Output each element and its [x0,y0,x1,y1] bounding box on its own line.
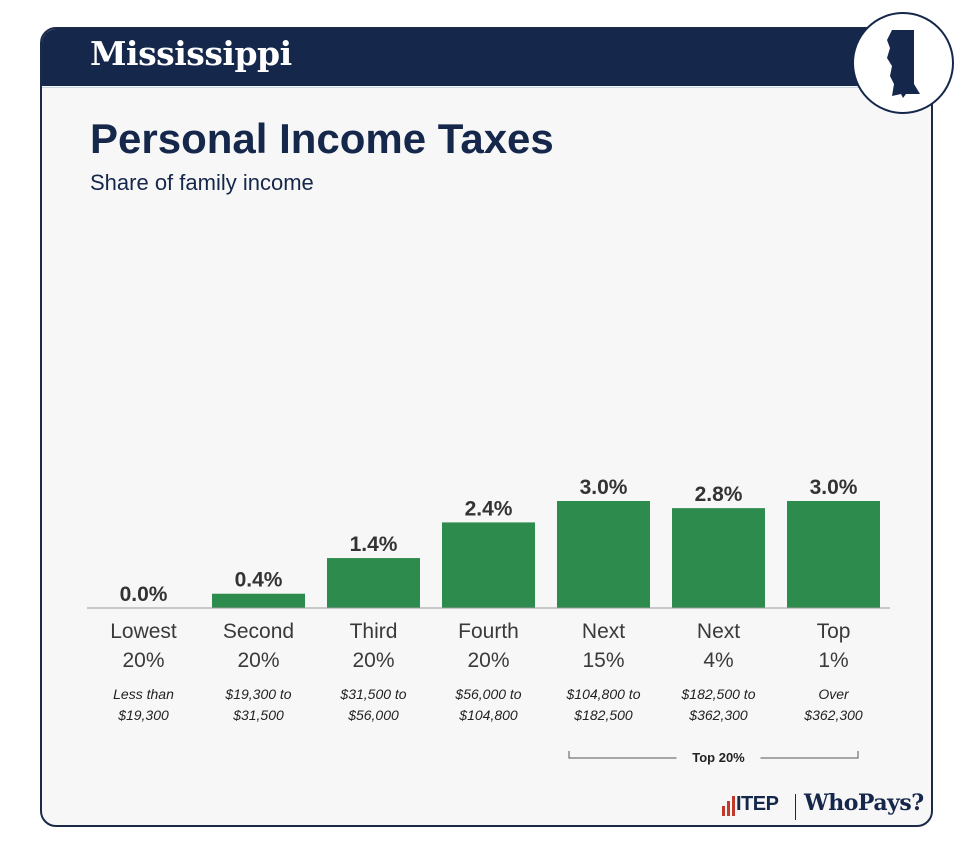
income-range-label: $19,300 [117,707,169,723]
category-label: Next [697,620,740,643]
income-range-label: Over [818,686,850,702]
bar [787,501,880,608]
itep-bars-icon [722,796,735,816]
category-label: 20% [122,649,164,672]
itep-logo: ITEP [736,793,779,815]
bar-value-label: 0.4% [235,569,283,592]
income-range-label: $31,500 to [339,686,406,702]
income-range-label: $182,500 to [681,686,756,702]
income-range-label: $362,300 [688,707,748,723]
category-label: Lowest [110,620,177,643]
income-range-label: $56,000 to [454,686,521,702]
state-banner: Mississippi [42,29,931,86]
logo-separator [795,794,796,820]
income-range-label: $362,300 [803,707,863,723]
category-label: 20% [467,649,509,672]
income-range-label: $56,000 [347,707,399,723]
bar-value-label: 3.0% [580,476,628,499]
bar [442,522,535,608]
income-range-label: Less than [113,686,174,702]
category-label: Third [350,620,398,643]
state-name: Mississippi [90,34,292,73]
category-label: 20% [352,649,394,672]
chart-title: Personal Income Taxes [90,115,554,162]
category-label: Second [223,620,294,643]
bar-value-label: 0.0% [120,583,168,606]
category-label: Top [817,620,851,643]
bar-value-label: 2.8% [695,483,743,506]
category-label: 20% [237,649,279,672]
bar [212,593,305,608]
whopays-logo: WhoPays? [804,790,924,816]
income-range-label: $182,500 [573,707,633,723]
income-range-label: $31,500 [232,707,284,723]
chart-card: Mississippi [40,27,933,827]
category-label: 1% [818,649,848,672]
income-range-label: $104,800 to [566,686,641,702]
bar [327,558,420,608]
bar [557,501,650,608]
bracket-right [760,751,859,759]
category-label: Fourth [458,620,519,643]
bar-value-label: 3.0% [810,476,858,499]
bar-value-label: 1.4% [350,533,398,556]
category-label: Next [582,620,625,643]
income-range-label: $19,300 to [224,686,291,702]
mississippi-state-icon [887,30,920,98]
chart-subtitle: Share of family income [90,170,314,195]
category-label: 4% [703,649,733,672]
category-label: 15% [582,649,624,672]
banner-divider [42,87,931,88]
bracket-label: Top 20% [692,750,745,765]
state-badge [852,12,954,114]
bracket-left [568,751,677,759]
bar-value-label: 2.4% [465,497,513,520]
bar [672,508,765,608]
income-range-label: $104,800 [458,707,518,723]
